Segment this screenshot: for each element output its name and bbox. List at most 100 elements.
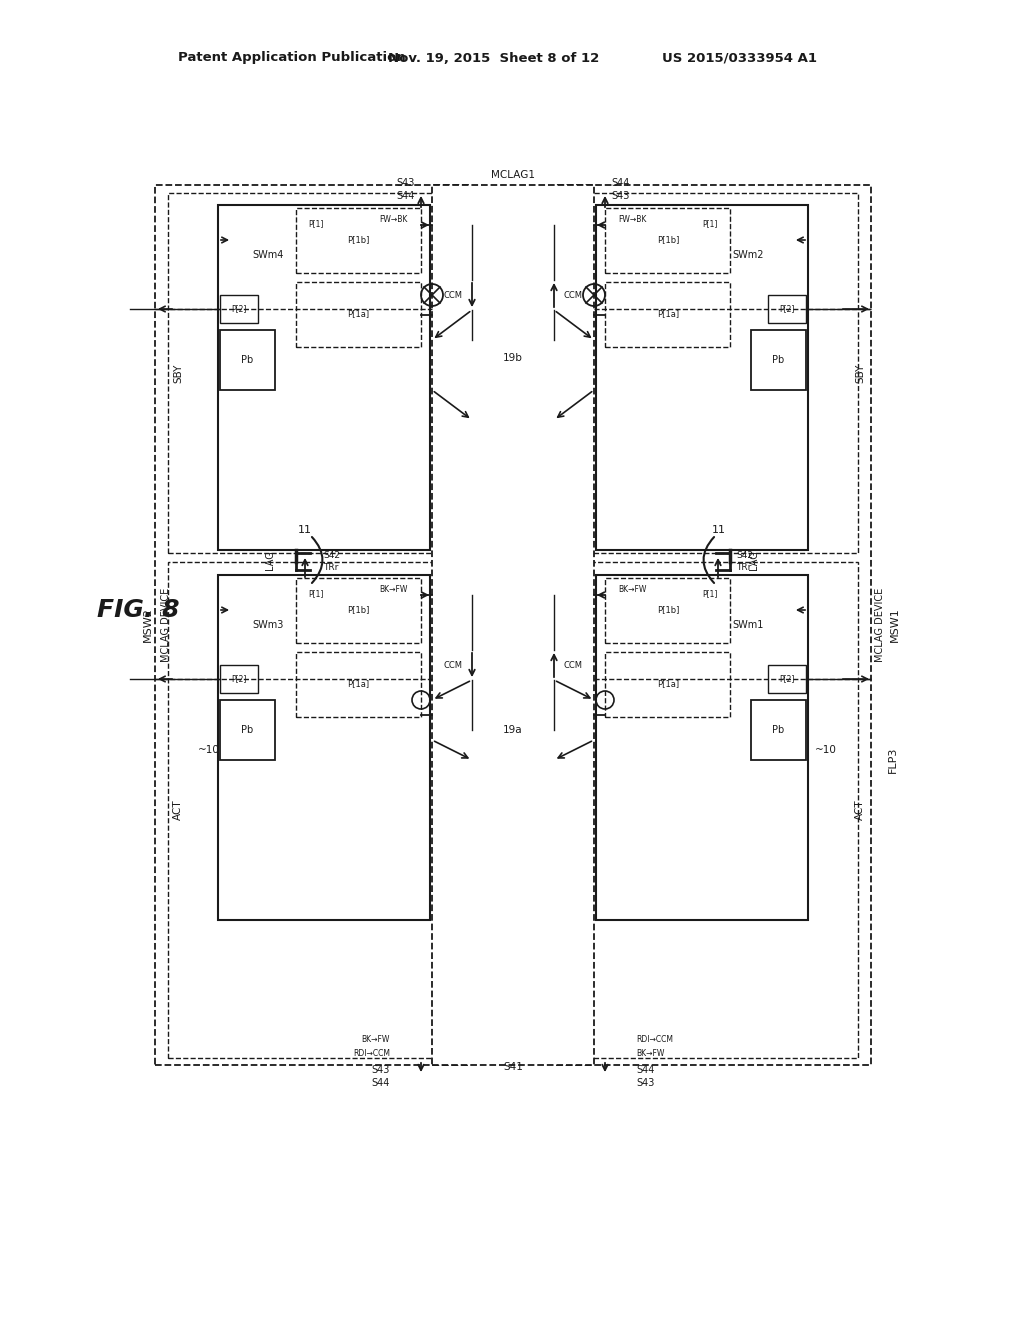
Text: SWm3: SWm3 xyxy=(252,620,284,630)
Text: P[1]: P[1] xyxy=(702,590,718,598)
Text: S41: S41 xyxy=(503,1063,523,1072)
Bar xyxy=(296,578,421,643)
Bar xyxy=(168,562,462,1059)
Text: S43: S43 xyxy=(372,1065,390,1074)
Text: ACT: ACT xyxy=(173,800,183,820)
Bar xyxy=(220,700,275,760)
Bar xyxy=(155,185,470,1065)
Bar xyxy=(768,294,806,323)
Text: 19b: 19b xyxy=(503,352,523,363)
Bar xyxy=(296,209,421,273)
Text: BK→FW: BK→FW xyxy=(618,586,646,594)
Text: MCLAG DEVICE: MCLAG DEVICE xyxy=(874,587,885,663)
Bar xyxy=(168,193,462,553)
Text: S44: S44 xyxy=(372,1078,390,1088)
Text: BK→FW: BK→FW xyxy=(380,586,408,594)
Text: SWm2: SWm2 xyxy=(732,249,764,260)
Text: P[1]: P[1] xyxy=(308,219,324,228)
Text: FW→BK: FW→BK xyxy=(380,215,408,224)
Text: S44: S44 xyxy=(611,178,630,187)
Text: Pb: Pb xyxy=(772,355,784,366)
Text: P[1a]: P[1a] xyxy=(657,309,679,318)
Text: S44: S44 xyxy=(636,1065,654,1074)
Bar xyxy=(605,209,730,273)
Bar xyxy=(432,185,594,1065)
Text: S44: S44 xyxy=(396,191,415,201)
Text: P[1a]: P[1a] xyxy=(347,309,369,318)
Text: ACT: ACT xyxy=(855,800,865,820)
Text: BK→FW: BK→FW xyxy=(361,1035,390,1044)
Bar xyxy=(564,193,858,553)
Text: SBY: SBY xyxy=(173,363,183,383)
Bar xyxy=(596,205,808,550)
Text: 11: 11 xyxy=(712,525,726,535)
Text: MCLAG1: MCLAG1 xyxy=(490,170,535,180)
Text: ~10: ~10 xyxy=(198,744,220,755)
Text: ~10: ~10 xyxy=(815,744,837,755)
Text: TRr: TRr xyxy=(736,564,752,573)
Text: CCM: CCM xyxy=(564,660,583,669)
Text: Pb: Pb xyxy=(772,725,784,735)
Text: FLP3: FLP3 xyxy=(888,747,898,774)
Text: US 2015/0333954 A1: US 2015/0333954 A1 xyxy=(662,51,817,65)
Bar xyxy=(691,210,729,238)
Bar xyxy=(220,330,275,389)
Text: S43: S43 xyxy=(611,191,630,201)
Text: P[1]: P[1] xyxy=(702,219,718,228)
Bar xyxy=(768,665,806,693)
Text: Pb: Pb xyxy=(241,725,253,735)
Bar xyxy=(605,578,730,643)
Text: P[1b]: P[1b] xyxy=(656,606,679,615)
Text: P[1b]: P[1b] xyxy=(347,235,370,244)
Bar xyxy=(218,576,430,920)
Bar xyxy=(751,330,806,389)
Text: S42: S42 xyxy=(323,550,340,560)
Text: RDI→CCM: RDI→CCM xyxy=(636,1035,673,1044)
Text: P[2]: P[2] xyxy=(231,675,247,684)
Text: P[1a]: P[1a] xyxy=(347,680,369,689)
Bar xyxy=(218,205,430,550)
Bar xyxy=(220,294,258,323)
Bar xyxy=(556,185,871,1065)
Text: S43: S43 xyxy=(636,1078,654,1088)
Text: CCM: CCM xyxy=(443,290,462,300)
Text: RDI→CCM: RDI→CCM xyxy=(353,1048,390,1057)
Bar xyxy=(605,652,730,717)
Bar xyxy=(751,700,806,760)
Bar xyxy=(296,652,421,717)
Text: SWm4: SWm4 xyxy=(252,249,284,260)
Text: SWm1: SWm1 xyxy=(732,620,764,630)
Bar xyxy=(596,576,808,920)
Text: Pb: Pb xyxy=(241,355,253,366)
Text: S42: S42 xyxy=(736,550,753,560)
Bar xyxy=(691,579,729,609)
Bar xyxy=(220,665,258,693)
Text: CCM: CCM xyxy=(443,660,462,669)
Text: MSW2: MSW2 xyxy=(143,607,153,643)
Text: LAG: LAG xyxy=(265,550,275,570)
Text: P[1b]: P[1b] xyxy=(656,235,679,244)
Text: S43: S43 xyxy=(396,178,415,187)
Text: P[2]: P[2] xyxy=(779,305,795,314)
Text: BK→FW: BK→FW xyxy=(636,1048,665,1057)
Text: 11: 11 xyxy=(298,525,312,535)
Text: LAG: LAG xyxy=(749,550,759,570)
Text: P[1b]: P[1b] xyxy=(347,606,370,615)
Bar xyxy=(296,282,421,347)
Text: FIG. 8: FIG. 8 xyxy=(96,598,179,622)
Text: Nov. 19, 2015  Sheet 8 of 12: Nov. 19, 2015 Sheet 8 of 12 xyxy=(388,51,599,65)
Bar xyxy=(564,562,858,1059)
Bar xyxy=(297,210,335,238)
Text: P[2]: P[2] xyxy=(779,675,795,684)
Text: SBY: SBY xyxy=(855,363,865,383)
Text: 19a: 19a xyxy=(503,725,523,735)
Bar xyxy=(605,282,730,347)
Text: P[1a]: P[1a] xyxy=(657,680,679,689)
Text: MSW1: MSW1 xyxy=(890,607,900,643)
Text: MCLAG DEVICE: MCLAG DEVICE xyxy=(161,587,171,663)
Text: FW→BK: FW→BK xyxy=(618,215,646,224)
Bar xyxy=(297,579,335,609)
Text: P[2]: P[2] xyxy=(231,305,247,314)
Text: Patent Application Publication: Patent Application Publication xyxy=(178,51,406,65)
Text: CCM: CCM xyxy=(564,290,583,300)
